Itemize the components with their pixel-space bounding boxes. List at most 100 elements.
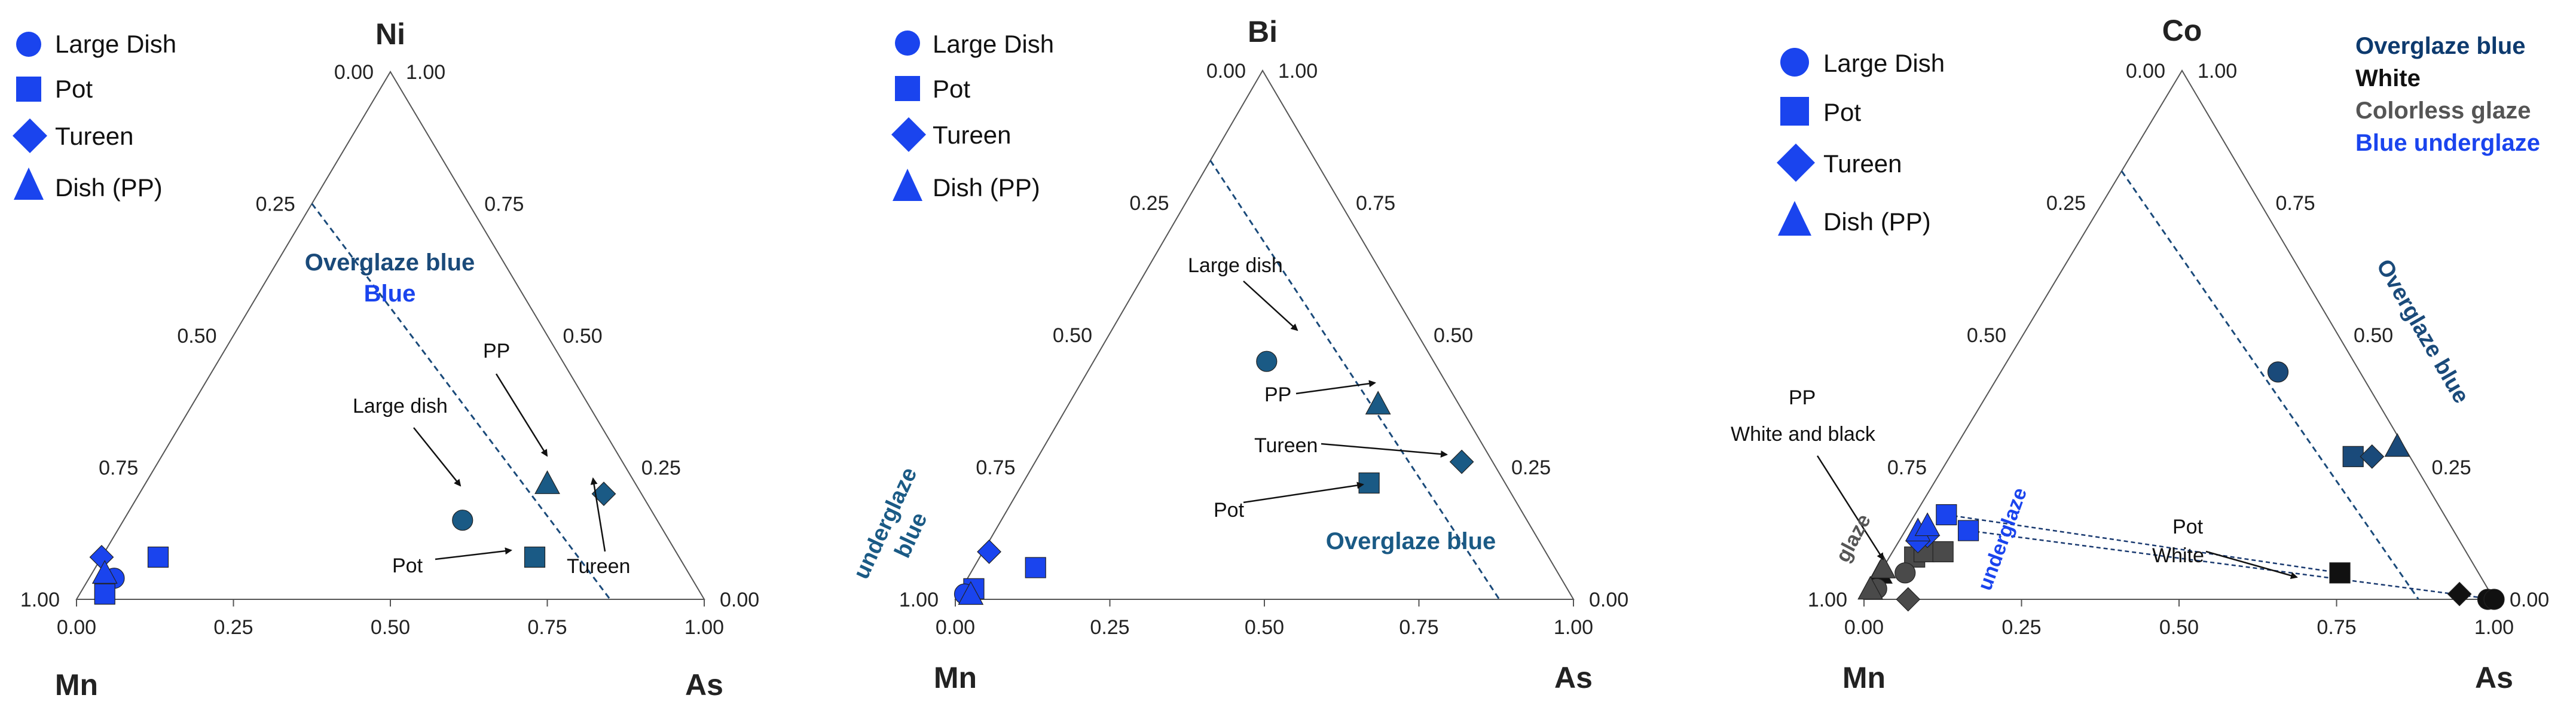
tick-label-right: 0.50 bbox=[2354, 324, 2393, 347]
annotation-arrow bbox=[1243, 281, 1298, 331]
tick-label-bottom: 0.50 bbox=[2159, 616, 2199, 639]
apex-label-top: Co bbox=[2162, 14, 2202, 47]
data-point-triangle bbox=[91, 560, 118, 584]
data-point-circle bbox=[2483, 589, 2505, 610]
data-point-triangle bbox=[1914, 512, 1941, 537]
boundary-dashed-line bbox=[311, 203, 611, 600]
tick-label-bottom: 0.75 bbox=[527, 616, 567, 639]
tick-label-left: 0.00 bbox=[2126, 60, 2165, 83]
data-point-square bbox=[1358, 472, 1380, 494]
tick-label-right: 1.00 bbox=[1278, 60, 1318, 83]
legend-label: Dish (PP) bbox=[1823, 208, 1931, 236]
apex-label-right: As bbox=[2475, 661, 2513, 694]
annotation-white: White bbox=[2152, 544, 2204, 567]
tick-label-bottom: 0.00 bbox=[1844, 616, 1884, 639]
tick-label-right: 0.00 bbox=[1589, 589, 1628, 611]
data-point-diamond bbox=[89, 545, 114, 569]
tick-label-bottom: 1.00 bbox=[1554, 616, 1593, 639]
tick-label-left: 0.00 bbox=[1206, 60, 1246, 83]
ternary-panel-co: 0.00 1.00 1.00 0.25 0.75 0.75 0.50 0.50 0.50 0.75… bbox=[1731, 14, 2549, 694]
tick-label-left: 0.75 bbox=[99, 457, 138, 480]
trend-dashed-line bbox=[1946, 514, 2340, 574]
legend-marker-triangle bbox=[1778, 201, 1811, 236]
tick-label-bottom: 0.75 bbox=[2317, 616, 2356, 639]
data-point-square bbox=[1936, 504, 1957, 526]
data-point-diamond bbox=[591, 482, 616, 506]
apex-label-right: As bbox=[1554, 661, 1593, 694]
apex-label-left: Mn bbox=[1842, 661, 1886, 694]
legend-marker-diamond bbox=[13, 118, 47, 153]
annotation-pp: PP bbox=[483, 340, 510, 362]
data-point-square bbox=[1957, 520, 1979, 541]
boundary-line bbox=[2120, 170, 2419, 600]
color-legend-item: Blue underglaze bbox=[2355, 130, 2540, 156]
apex-label-left: Mn bbox=[55, 668, 98, 702]
legend-label: Large Dish bbox=[1823, 49, 1945, 77]
legend-label: Tureen bbox=[1823, 150, 1902, 178]
legend-label: Large Dish bbox=[55, 30, 176, 58]
legend-label: Pot bbox=[55, 75, 93, 103]
tick-label-left: 0.25 bbox=[2046, 192, 2086, 215]
annotation-large-dish: Large dish bbox=[353, 395, 448, 418]
legend-marker-circle bbox=[1780, 48, 1809, 77]
ternary-frame: 0.00 1.00 1.00 0.25 0.75 0.75 0.50 0.50 0.50 0.75… bbox=[899, 60, 1628, 639]
legend: Large Dish Pot Tureen Dish (PP) bbox=[13, 30, 176, 202]
data-point-circle bbox=[1256, 351, 1278, 372]
region-label-underglaze: underglaze bbox=[1973, 484, 2031, 593]
legend-marker-square bbox=[16, 77, 41, 102]
triangle-outline bbox=[954, 69, 1575, 600]
annotation-white-and-black: White and black bbox=[1731, 423, 1876, 446]
tick-label-right: 0.75 bbox=[2276, 192, 2315, 215]
annotation-arrow bbox=[590, 477, 606, 552]
data-point-diamond bbox=[2360, 444, 2385, 469]
data-point-triangle bbox=[2384, 432, 2410, 457]
legend-label: Tureen bbox=[933, 121, 1012, 149]
data-point-diamond bbox=[2447, 581, 2472, 607]
legend-label: Large Dish bbox=[933, 30, 1054, 58]
legend-label: Pot bbox=[933, 75, 970, 103]
legend: Large Dish Pot Tureen Dish (PP) bbox=[1777, 48, 1945, 236]
annotation-arrow bbox=[1295, 380, 1376, 395]
data-point-square bbox=[147, 546, 169, 568]
boundary-dashed-line bbox=[1209, 160, 1501, 600]
tick-label-right: 0.00 bbox=[2510, 589, 2549, 611]
legend-marker-triangle bbox=[893, 169, 922, 201]
color-legend-item: White bbox=[2355, 65, 2421, 92]
annotation-pp: PP bbox=[1264, 383, 1291, 406]
region-label-blue: Blue bbox=[364, 281, 416, 307]
trend-dashed-line bbox=[1968, 529, 2495, 601]
data-point-circle bbox=[2267, 361, 2289, 383]
tick-label-left: 1.00 bbox=[899, 589, 939, 611]
tick-label-right: 0.00 bbox=[720, 589, 759, 611]
points-layer bbox=[954, 351, 1474, 605]
data-point-triangle bbox=[1365, 391, 1391, 415]
data-point-diamond bbox=[1896, 587, 1921, 612]
annotation-arrow bbox=[495, 373, 548, 457]
ternary-frame: 0.00 1.00 1.00 0.25 0.75 0.75 0.50 0.50 0.50 0.75… bbox=[20, 61, 759, 639]
tick-label-right: 0.50 bbox=[1434, 324, 1473, 347]
triangle-outline bbox=[75, 71, 705, 600]
legend-label: Pot bbox=[1823, 98, 1861, 126]
annotation-pot: Pot bbox=[392, 554, 423, 577]
color-legend-item: Colorless glaze bbox=[2355, 97, 2531, 124]
boundary-line bbox=[311, 203, 611, 600]
tick-label-left: 0.25 bbox=[1129, 192, 1169, 215]
data-point-triangle bbox=[1857, 575, 1884, 600]
data-point-square bbox=[2329, 562, 2351, 584]
region-label-overglaze: Overglaze blue bbox=[1326, 528, 1496, 554]
legend-marker-square bbox=[895, 76, 920, 101]
tick-label-bottom: 0.25 bbox=[2001, 616, 2041, 639]
tick-label-left: 0.50 bbox=[177, 325, 216, 348]
points-layer bbox=[89, 470, 616, 605]
tick-label-right: 0.75 bbox=[1356, 192, 1395, 215]
tick-label-left: 1.00 bbox=[20, 589, 60, 611]
annotation-large-dish: Large dish bbox=[1188, 254, 1283, 277]
tick-label-left: 1.00 bbox=[1808, 589, 1847, 611]
color-legend: Overglaze blue White Colorless glaze Blu… bbox=[2355, 33, 2540, 156]
data-point-diamond bbox=[1449, 449, 1474, 474]
tick-label-left: 0.75 bbox=[976, 456, 1015, 479]
tick-label-right: 0.25 bbox=[2432, 456, 2471, 479]
tick-label-right: 1.00 bbox=[406, 61, 445, 84]
apex-label-top: Ni bbox=[375, 17, 405, 51]
